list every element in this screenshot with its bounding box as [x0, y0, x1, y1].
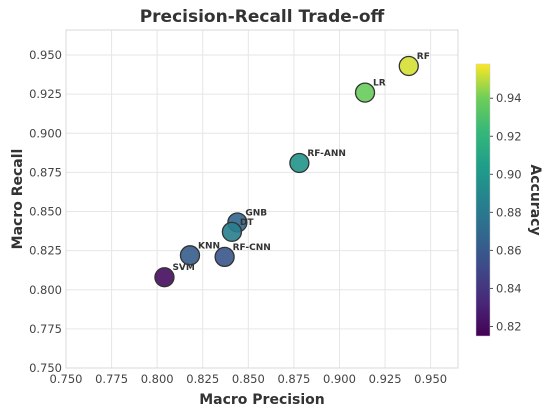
point-svm	[154, 267, 175, 288]
y-tick-label: 0.825	[29, 244, 62, 258]
colorbar-tick-label: 0.84	[496, 281, 522, 295]
y-tick-label: 0.850	[29, 205, 62, 219]
point-knn	[179, 245, 201, 266]
x-tick-label: 0.950	[414, 372, 447, 386]
point-label-rf-ann: RF-ANN	[307, 149, 346, 159]
point-rf	[398, 55, 419, 77]
x-tick-label: 0.925	[369, 372, 402, 386]
x-tick-label: 0.900	[323, 372, 356, 386]
x-axis-label: Macro Precision	[199, 392, 325, 408]
point-label-rf: RF	[417, 52, 430, 62]
point-label-knn: KNN	[198, 241, 220, 251]
y-tick-label: 0.800	[29, 283, 62, 297]
point-rf-cnn	[214, 246, 235, 268]
x-tick-label: 0.850	[232, 372, 265, 386]
point-rf-ann	[289, 152, 310, 174]
y-tick-label: 0.900	[29, 126, 62, 140]
y-axis-label: Macro Recall	[10, 149, 26, 250]
colorbar-tick-label: 0.90	[496, 167, 522, 181]
colorbar	[475, 63, 491, 337]
y-tick-label: 0.925	[29, 87, 62, 101]
point-label-gnb: GNB	[245, 208, 267, 218]
chart-title: Precision-Recall Trade-off	[140, 7, 385, 27]
point-label-svm: SVM	[172, 263, 194, 273]
colorbar-tick-label: 0.86	[496, 243, 522, 257]
colorbar-tick-label: 0.94	[496, 91, 522, 105]
y-tick-label: 0.775	[29, 322, 62, 336]
x-tick-label: 0.800	[141, 372, 174, 386]
plot-area	[65, 29, 459, 369]
y-tick-label: 0.875	[29, 165, 62, 179]
point-label-lr: LR	[373, 79, 386, 89]
colorbar-tick-label: 0.82	[496, 319, 522, 333]
colorbar-tick-label: 0.88	[496, 205, 522, 219]
point-lr	[354, 82, 376, 103]
colorbar-label: Accuracy	[527, 164, 543, 235]
point-label-rf-cnn: RF-CNN	[233, 243, 271, 253]
x-tick-label: 0.750	[50, 372, 83, 386]
y-tick-label: 0.750	[29, 361, 62, 375]
x-tick-label: 0.825	[186, 372, 219, 386]
x-tick-label: 0.775	[95, 372, 128, 386]
point-label-dt: DT	[240, 218, 254, 228]
y-tick-label: 0.950	[29, 48, 62, 62]
point-dt	[221, 221, 243, 243]
x-tick-label: 0.875	[277, 372, 310, 386]
colorbar-tick-label: 0.92	[496, 129, 522, 143]
